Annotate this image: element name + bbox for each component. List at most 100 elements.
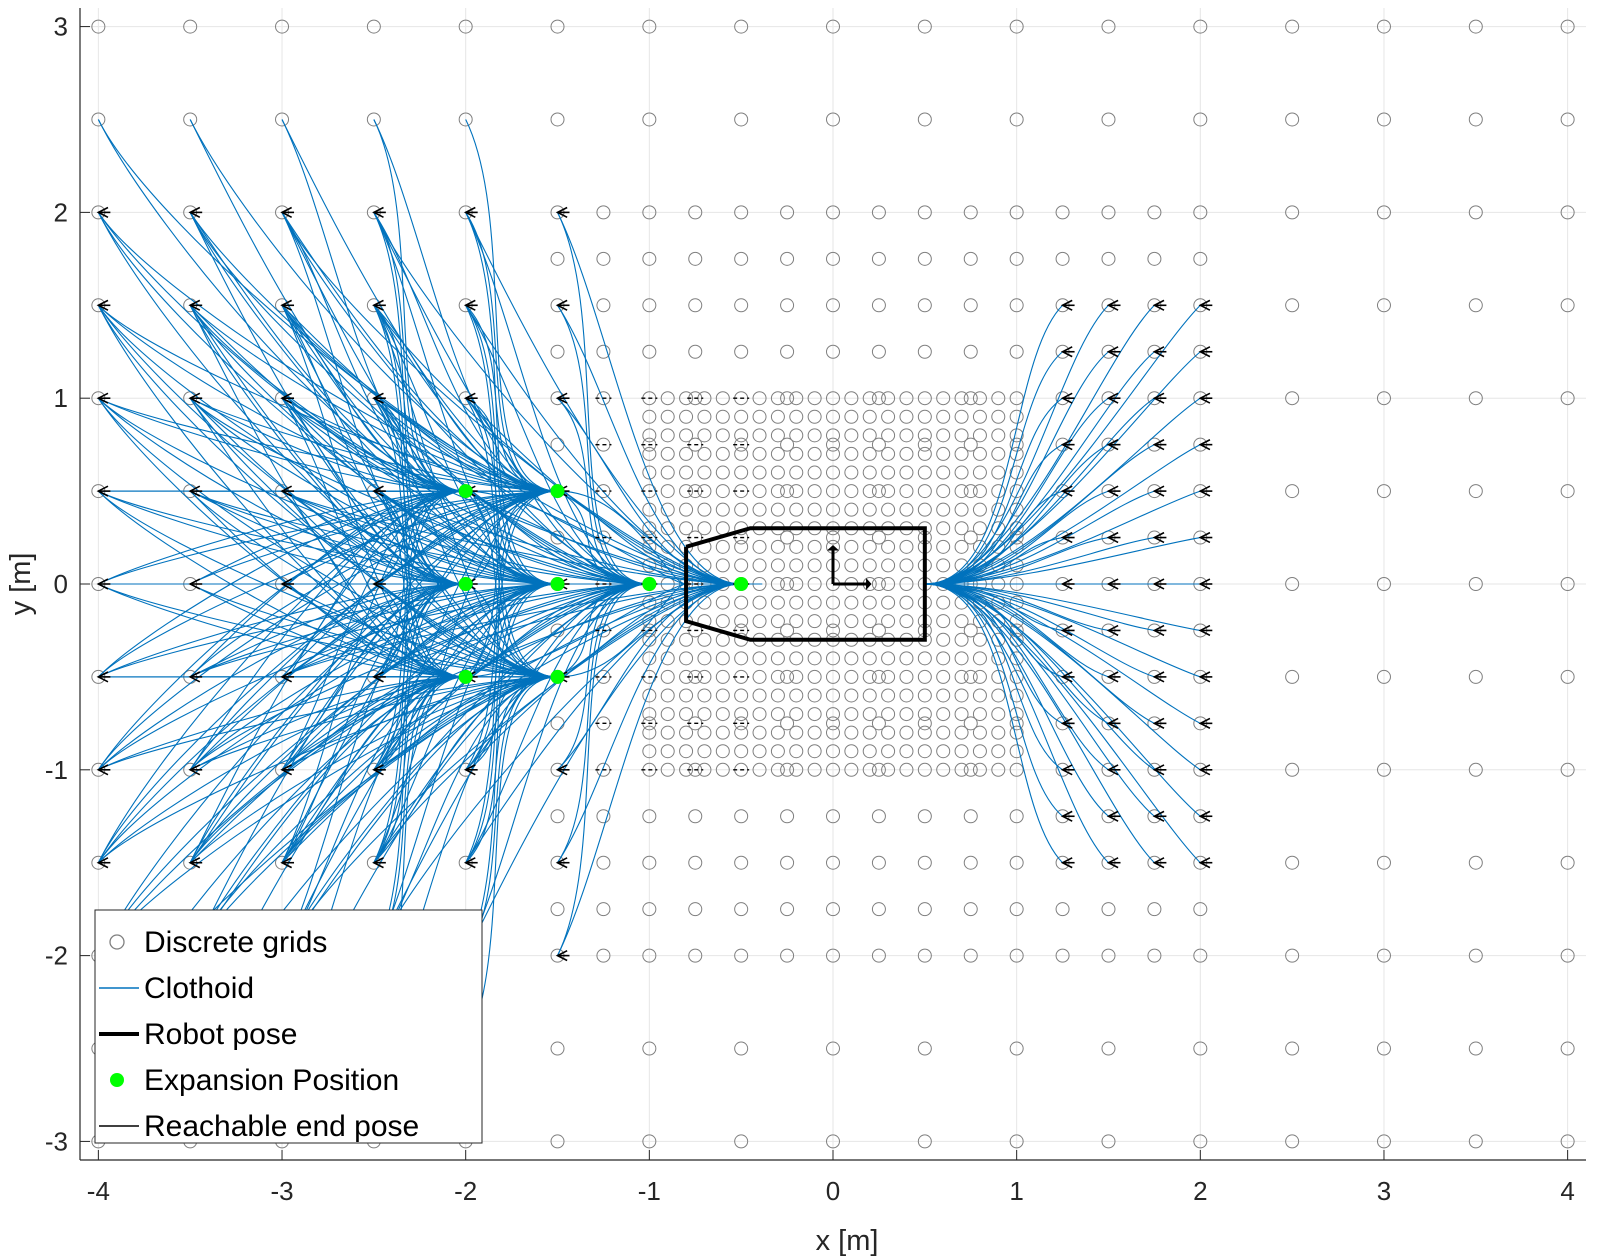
- discrete-grid-marker: [899, 446, 914, 461]
- discrete-grid-marker: [1055, 251, 1070, 266]
- discrete-grid-marker: [936, 521, 951, 536]
- clothoid-curve: [924, 583, 1109, 864]
- discrete-grid-marker: [1009, 669, 1024, 684]
- clothoid-curve: [557, 304, 742, 585]
- discrete-grid-marker: [826, 725, 840, 740]
- discrete-grid-marker: [752, 465, 767, 480]
- discrete-grid-marker: [1560, 669, 1575, 684]
- discrete-grid-marker: [963, 716, 978, 731]
- discrete-grid-marker: [697, 651, 712, 666]
- reachable-end-pose-arrow: [280, 485, 293, 497]
- clothoid-curve: [281, 212, 558, 492]
- expansion-position-marker: [734, 577, 749, 591]
- discrete-grid-marker: [936, 651, 951, 666]
- discrete-grid-marker: [770, 465, 785, 480]
- discrete-grid-marker: [789, 409, 804, 424]
- expansion-position-marker: [550, 669, 565, 684]
- discrete-grid-marker: [881, 539, 896, 554]
- discrete-grid-marker: [734, 688, 749, 703]
- discrete-grid-marker: [789, 744, 804, 759]
- discrete-grid-marker: [1009, 344, 1024, 359]
- discrete-grid-marker: [871, 344, 886, 359]
- discrete-grid-marker: [734, 948, 749, 963]
- discrete-grid-marker: [596, 205, 611, 220]
- discrete-grid-marker: [1009, 855, 1024, 870]
- discrete-grid-marker: [715, 725, 730, 740]
- discrete-grid-marker: [936, 428, 951, 443]
- clothoid-curve: [465, 583, 742, 678]
- discrete-grid-marker: [697, 632, 712, 647]
- discrete-grid-marker: [789, 577, 804, 591]
- discrete-grid-marker: [991, 688, 1006, 703]
- discrete-grid-marker: [1560, 855, 1575, 870]
- clothoid-curve: [557, 397, 742, 585]
- discrete-grid-marker: [871, 623, 886, 638]
- discrete-grid-marker: [789, 465, 804, 480]
- discrete-grid-marker: [972, 669, 987, 684]
- discrete-grid-marker: [807, 614, 822, 629]
- discrete-grid-marker: [715, 688, 730, 703]
- discrete-grid-marker: [734, 298, 749, 313]
- discrete-grid-marker: [734, 1041, 749, 1056]
- clothoid-curve: [373, 583, 742, 956]
- discrete-grid-marker: [780, 623, 795, 638]
- discrete-grid-marker: [917, 298, 932, 313]
- discrete-grid-marker: [917, 437, 932, 452]
- discrete-grid-marker: [1009, 651, 1024, 666]
- x-tick-label: -3: [270, 1176, 293, 1206]
- clothoid-curve: [189, 583, 558, 678]
- discrete-grid-marker: [1285, 1134, 1300, 1149]
- discrete-grid-marker: [1468, 577, 1483, 591]
- clothoid-curve: [189, 676, 558, 864]
- clothoid-curve: [281, 490, 558, 771]
- discrete-grid-marker: [715, 762, 730, 777]
- discrete-grid-marker: [780, 437, 795, 452]
- clothoid-curve: [465, 397, 558, 492]
- clothoid-curve: [924, 490, 1201, 585]
- discrete-grid-marker: [844, 707, 859, 722]
- discrete-grid-marker: [826, 446, 840, 461]
- x-tick-label: 4: [1560, 1176, 1574, 1206]
- discrete-grid-marker: [183, 19, 198, 34]
- discrete-grid-marker: [954, 391, 969, 406]
- reachable-end-pose-arrow: [280, 392, 293, 404]
- discrete-grid-marker: [991, 651, 1006, 666]
- reachable-end-pose-arrow: [1060, 299, 1073, 311]
- discrete-grid-marker: [770, 707, 785, 722]
- reachable-end-pose-arrow: [555, 299, 568, 311]
- clothoid-curve: [97, 119, 466, 492]
- discrete-grid-marker: [899, 762, 914, 777]
- discrete-grid-marker: [679, 391, 694, 406]
- reachable-end-pose-arrow: [1152, 299, 1165, 311]
- discrete-grid-marker: [642, 251, 657, 266]
- discrete-grid-marker: [752, 409, 767, 424]
- discrete-grid-marker: [550, 902, 565, 917]
- legend-grid-marker-icon: [109, 934, 125, 950]
- clothoid-curve: [465, 583, 558, 678]
- discrete-grid-marker: [688, 205, 703, 220]
- discrete-grid-marker: [871, 484, 886, 499]
- discrete-grid-marker: [780, 809, 795, 824]
- clothoid-curve: [924, 583, 1155, 864]
- discrete-grid-marker: [807, 484, 822, 499]
- discrete-grid-marker: [642, 112, 657, 127]
- discrete-grid-marker: [642, 725, 657, 740]
- discrete-grid-marker: [899, 744, 914, 759]
- discrete-grid-marker: [688, 344, 703, 359]
- discrete-grid-marker: [871, 855, 886, 870]
- discrete-grid-marker: [1009, 744, 1024, 759]
- discrete-grid-marker: [972, 428, 987, 443]
- clothoid-curve: [189, 212, 558, 585]
- discrete-grid-marker: [642, 19, 657, 34]
- reachable-end-pose-arrow: [1060, 392, 1073, 404]
- discrete-grid-marker: [917, 744, 932, 759]
- clothoid-curve: [924, 583, 1063, 864]
- discrete-grid-marker: [752, 744, 767, 759]
- discrete-grid-marker: [734, 409, 749, 424]
- discrete-grid-marker: [697, 744, 712, 759]
- discrete-grid-marker: [1009, 762, 1024, 777]
- discrete-grid-marker: [734, 725, 749, 740]
- discrete-grid-marker: [596, 251, 611, 266]
- discrete-grid-marker: [275, 19, 290, 34]
- reachable-end-pose-arrow: [1152, 671, 1165, 683]
